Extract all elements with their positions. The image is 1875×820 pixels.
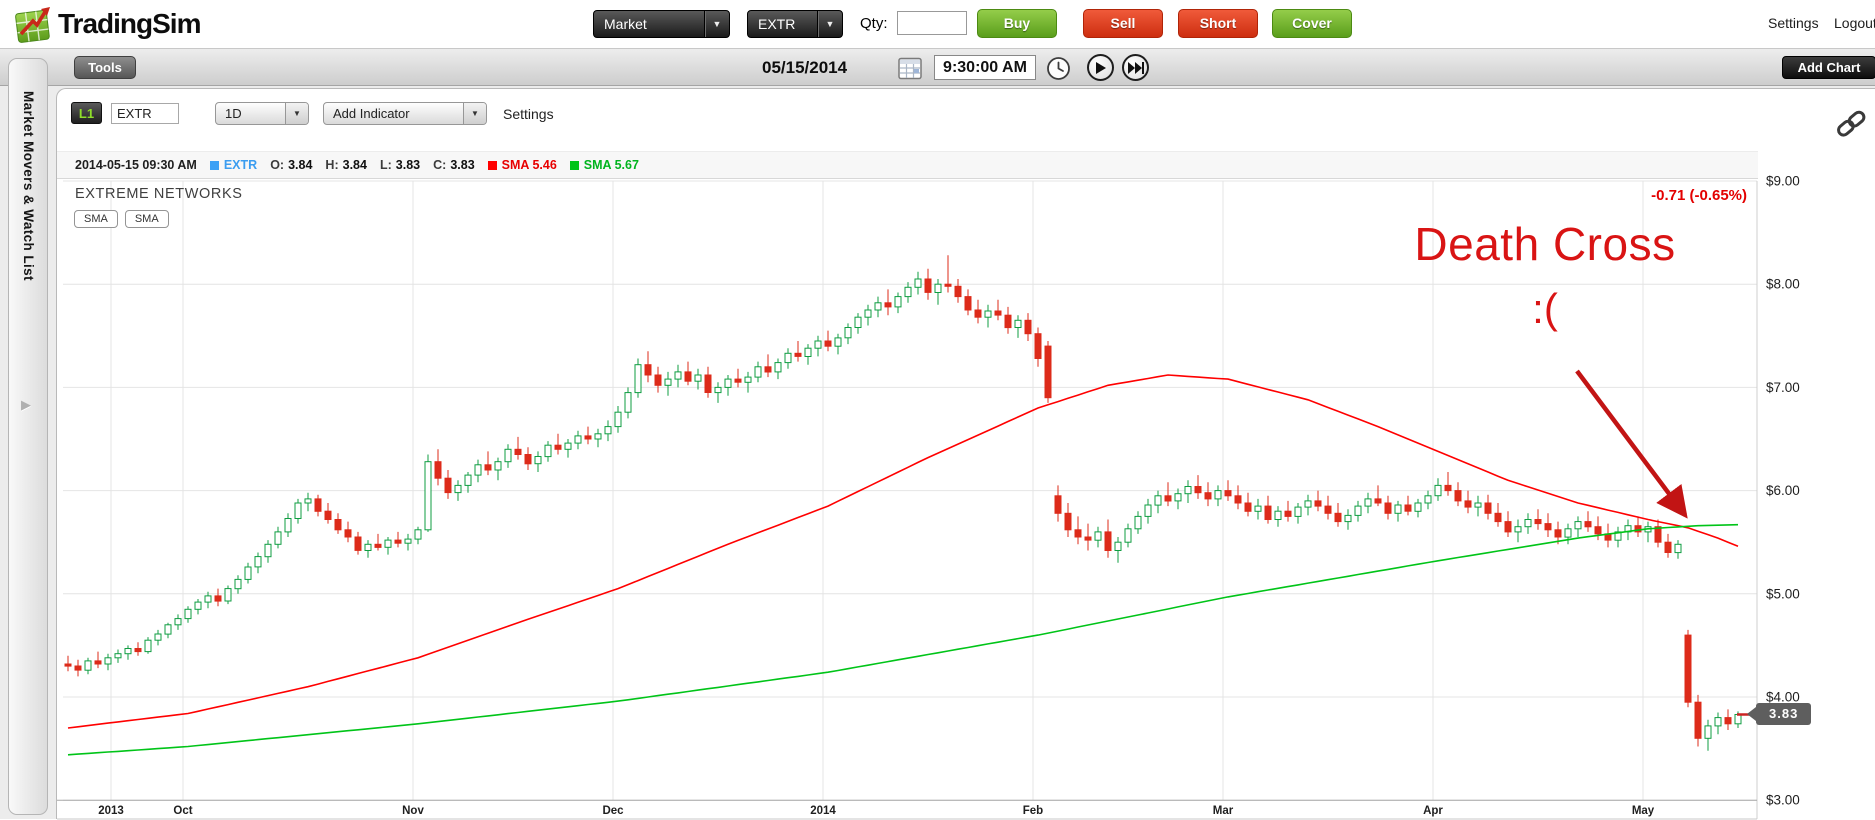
svg-text:Nov: Nov bbox=[402, 805, 424, 817]
svg-text:$5.00: $5.00 bbox=[1766, 586, 1800, 601]
indicator-buttons: SMA SMA bbox=[74, 210, 169, 228]
chevron-down-icon[interactable]: ▼ bbox=[285, 103, 308, 124]
close-label: C: bbox=[433, 158, 446, 172]
last-price-badge: 3.83 bbox=[1756, 703, 1811, 725]
logo-wordmark: TradingSim bbox=[58, 8, 200, 40]
series-swatch-icon bbox=[210, 161, 219, 170]
svg-text:Dec: Dec bbox=[602, 805, 624, 817]
add-chart-button[interactable]: Add Chart bbox=[1782, 56, 1875, 79]
chart-symbol-input[interactable] bbox=[111, 103, 179, 124]
sma-slow-swatch-icon bbox=[570, 161, 579, 170]
quantity-label: Qty: bbox=[860, 15, 888, 32]
timeframe-dropdown[interactable]: 1D ▼ bbox=[215, 102, 309, 125]
calendar-icon[interactable] bbox=[898, 56, 923, 85]
svg-text:$9.00: $9.00 bbox=[1766, 174, 1800, 189]
svg-text:2014: 2014 bbox=[810, 805, 836, 817]
chart-legend: 2014-05-15 09:30 AM EXTR O: 3.84 H: 3.84… bbox=[57, 151, 1758, 179]
death-cross-annotation: Death Cross bbox=[1375, 217, 1715, 271]
market-dropdown-label: Market bbox=[594, 11, 704, 37]
high-label: H: bbox=[325, 158, 338, 172]
simulation-toolbar: Tools 05/15/2014 Add Chart bbox=[0, 48, 1875, 86]
sim-time-input[interactable] bbox=[934, 55, 1036, 80]
svg-text:Feb: Feb bbox=[1023, 805, 1043, 817]
svg-text:May: May bbox=[1632, 805, 1655, 817]
sad-face-annotation: :( bbox=[1375, 285, 1715, 333]
market-movers-watchlist-panel[interactable]: Market Movers & Watch List ▶ bbox=[8, 58, 48, 815]
play-icon bbox=[1095, 62, 1106, 74]
open-label: O: bbox=[270, 158, 284, 172]
low-value: 3.83 bbox=[396, 158, 420, 172]
symbol-dropdown-label: EXTR bbox=[748, 11, 817, 37]
market-dropdown[interactable]: Market ▼ bbox=[593, 10, 730, 38]
symbol-dropdown[interactable]: EXTR ▼ bbox=[747, 10, 843, 38]
top-header: TradingSim Market ▼ EXTR ▼ Qty: Buy Sell… bbox=[0, 0, 1875, 48]
quantity-input[interactable] bbox=[897, 11, 967, 35]
fast-forward-icon bbox=[1128, 62, 1144, 74]
svg-text:$7.00: $7.00 bbox=[1766, 380, 1800, 395]
chart-panel: 2013 Oct Nov Dec 2014 Feb Mar Apr May $9.00 $8.00 $… bbox=[56, 88, 1875, 819]
svg-text:$3.00: $3.00 bbox=[1766, 793, 1800, 808]
logout-link[interactable]: Logout bbox=[1834, 15, 1875, 31]
short-button[interactable]: Short bbox=[1178, 9, 1258, 38]
chevron-down-icon[interactable]: ▼ bbox=[817, 11, 842, 37]
svg-text:$6.00: $6.00 bbox=[1766, 483, 1800, 498]
close-value: 3.83 bbox=[450, 158, 474, 172]
buy-button[interactable]: Buy bbox=[977, 9, 1057, 38]
clock-icon[interactable] bbox=[1046, 56, 1071, 86]
sma-indicator-button[interactable]: SMA bbox=[125, 210, 169, 228]
svg-text:Oct: Oct bbox=[173, 805, 192, 817]
company-name: EXTREME NETWORKS bbox=[75, 186, 243, 202]
price-change-readout: -0.71 (-0.65%) bbox=[1557, 187, 1747, 204]
svg-text:$8.00: $8.00 bbox=[1766, 277, 1800, 292]
add-indicator-dropdown[interactable]: Add Indicator ▼ bbox=[323, 102, 487, 125]
fast-forward-button[interactable] bbox=[1122, 54, 1149, 81]
timeframe-label: 1D bbox=[216, 103, 285, 124]
sim-date-value[interactable]: 05/15/2014 bbox=[762, 58, 847, 78]
low-label: L: bbox=[380, 158, 392, 172]
settings-link[interactable]: Settings bbox=[1768, 15, 1819, 31]
chevron-down-icon[interactable]: ▼ bbox=[704, 11, 729, 37]
svg-text:Mar: Mar bbox=[1213, 805, 1234, 817]
legend-datetime: 2014-05-15 09:30 AM bbox=[75, 158, 197, 172]
sma-fast-swatch-icon bbox=[488, 161, 497, 170]
chevron-down-icon[interactable]: ▼ bbox=[463, 103, 486, 124]
play-button[interactable] bbox=[1087, 54, 1114, 81]
legend-symbol: EXTR bbox=[224, 158, 257, 172]
sma-fast-legend: SMA 5.46 bbox=[502, 158, 557, 172]
level1-badge[interactable]: L1 bbox=[71, 102, 102, 124]
sma-slow-legend: SMA 5.67 bbox=[584, 158, 639, 172]
tools-button[interactable]: Tools bbox=[74, 56, 136, 79]
chart-settings-link[interactable]: Settings bbox=[503, 106, 554, 122]
open-value: 3.84 bbox=[288, 158, 312, 172]
sma-indicator-button[interactable]: SMA bbox=[74, 210, 118, 228]
sell-button[interactable]: Sell bbox=[1083, 9, 1163, 38]
tradingsim-logo-icon bbox=[12, 3, 56, 45]
svg-text:Apr: Apr bbox=[1423, 805, 1443, 817]
add-indicator-label: Add Indicator bbox=[324, 103, 463, 124]
expand-arrow-icon[interactable]: ▶ bbox=[21, 397, 31, 413]
cover-button[interactable]: Cover bbox=[1272, 9, 1352, 38]
link-charts-icon[interactable] bbox=[1835, 107, 1869, 144]
tradingsim-logo: TradingSim bbox=[12, 3, 200, 45]
svg-text:2013: 2013 bbox=[98, 805, 124, 817]
sidebar-title: Market Movers & Watch List bbox=[21, 91, 36, 281]
high-value: 3.84 bbox=[343, 158, 367, 172]
